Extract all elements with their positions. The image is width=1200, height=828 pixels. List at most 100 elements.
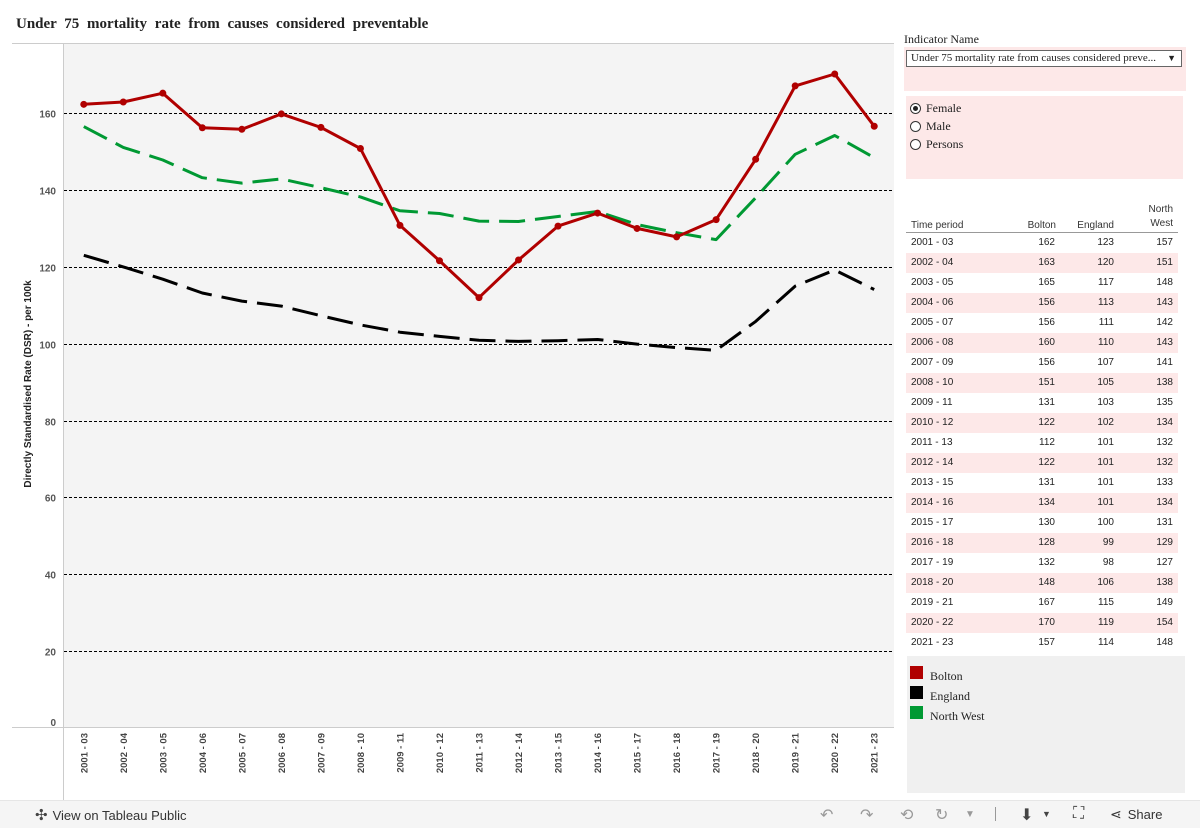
table-row: 2005 - 07 156 111 142 [906,313,1178,333]
redo-icon[interactable]: ↷ [860,807,874,824]
cell-england: 98 [1102,557,1114,568]
x-tick-label: 2007 - 09 [316,733,327,773]
radio-option-male[interactable]: Male [906,117,1183,135]
revert-icon[interactable]: ⟲ [900,807,914,824]
chevron-down-icon[interactable]: ▼ [965,809,975,820]
table-row: 2011 - 13 112 101 132 [906,433,1178,453]
cell-north-west: 149 [1156,597,1173,608]
cell-time-period: 2021 - 23 [911,637,954,648]
radio-button-icon[interactable] [910,120,921,132]
table-row: 2019 - 21 167 115 149 [906,593,1178,613]
x-tick-label: 2018 - 20 [751,733,762,773]
cell-north-west: 135 [1156,397,1173,408]
legend-item-bolton[interactable]: Bolton [910,661,963,684]
legend-label: England [930,689,970,703]
cell-north-west: 143 [1156,337,1173,348]
cell-north-west: 148 [1156,637,1173,648]
header-north-west-line1: North [1148,204,1173,215]
data-point-bolton [554,222,562,230]
cell-bolton: 131 [1038,397,1055,408]
data-point-bolton [317,123,325,131]
table-row: 2001 - 03 162 123 157 [906,233,1178,253]
x-tick-label: 2011 - 13 [475,733,486,773]
table-row: 2020 - 22 170 119 154 [906,613,1178,633]
download-icon[interactable]: ⬇ [1020,807,1034,824]
table-row: 2015 - 17 130 100 131 [906,513,1178,533]
cell-time-period: 2017 - 19 [911,557,954,568]
cell-england: 106 [1097,577,1114,588]
header-north-west: North West [1149,203,1173,231]
toolbar-divider [995,807,996,821]
table-body: 2001 - 03 162 123 157 2002 - 04 163 120 151 2003… [906,233,1178,653]
data-point-bolton [712,216,720,224]
cell-bolton: 148 [1038,577,1055,588]
data-point-bolton [594,209,602,217]
cell-time-period: 2018 - 20 [911,577,954,588]
y-axis-title: Directly Standardised Rate (DSR) - per 1… [23,280,34,488]
cell-england: 110 [1098,337,1114,348]
table-header: Time period Bolton England North West [906,204,1178,233]
fullscreen-icon[interactable]: ⛶ [1073,805,1085,822]
header-north-west-line2: West [1150,218,1173,229]
cell-bolton: 170 [1038,617,1055,628]
indicator-filter-panel: Under 75 mortality rate from causes cons… [904,47,1186,91]
data-point-bolton [238,125,246,133]
cell-north-west: 138 [1156,577,1173,588]
data-point-bolton [673,233,681,241]
table-row: 2008 - 10 151 105 138 [906,373,1178,393]
cell-north-west: 143 [1156,297,1173,308]
legend-label: North West [930,709,985,723]
cell-bolton: 156 [1038,317,1055,328]
view-on-tableau-link[interactable]: ✣ View on Tableau Public [35,806,187,824]
legend-item-england[interactable]: England [910,681,970,704]
share-button[interactable]: ⋖ Share [1110,806,1162,823]
table-row: 2004 - 06 156 113 143 [906,293,1178,313]
data-point-bolton [277,110,285,118]
radio-option-persons[interactable]: Persons [906,135,1183,153]
data-point-bolton [752,155,760,163]
cell-time-period: 2001 - 03 [911,237,954,248]
cell-bolton: 160 [1038,337,1055,348]
x-tick-label: 2015 - 17 [633,733,644,773]
table-row: 2017 - 19 132 98 127 [906,553,1178,573]
cell-north-west: 134 [1156,417,1173,428]
cell-england: 99 [1102,537,1114,548]
cell-bolton: 128 [1038,537,1055,548]
cell-england: 101 [1097,477,1114,488]
table-row: 2012 - 14 122 101 132 [906,453,1178,473]
x-tick-label: 2010 - 12 [435,733,446,773]
cell-england: 120 [1097,257,1114,268]
cell-england: 102 [1097,417,1114,428]
cell-england: 123 [1097,237,1114,248]
cell-north-west: 154 [1156,617,1173,628]
y-tick-label: 40 [45,571,57,582]
chevron-down-icon: ▼ [1167,53,1176,63]
data-point-bolton [475,294,483,302]
cell-time-period: 2005 - 07 [911,317,954,328]
cell-north-west: 127 [1156,557,1173,568]
table-row: 2009 - 11 131 103 135 [906,393,1178,413]
table-row: 2016 - 18 128 99 129 [906,533,1178,553]
sex-filter-panel: Female Male Persons [906,96,1183,179]
cell-time-period: 2009 - 11 [911,397,953,408]
table-row: 2002 - 04 163 120 151 [906,253,1178,273]
page-title: Under 75 mortality rate from causes cons… [16,16,429,32]
cell-north-west: 132 [1156,437,1173,448]
cell-north-west: 151 [1156,257,1173,268]
radio-option-female[interactable]: Female [906,99,1183,117]
refresh-icon[interactable]: ↻ [935,807,949,824]
undo-icon[interactable]: ↶ [820,807,834,824]
radio-button-icon[interactable] [910,102,921,114]
y-tick-label: 120 [39,264,56,275]
cell-england: 111 [1098,317,1114,328]
legend-item-north-west[interactable]: North West [910,701,984,724]
cell-north-west: 133 [1156,477,1173,488]
chevron-down-icon[interactable]: ▼ [1042,809,1051,819]
cell-england: 101 [1097,437,1114,448]
y-tick-label: 0 [50,718,56,729]
x-tick-label: 2003 - 05 [158,732,169,773]
radio-button-icon[interactable] [910,138,921,150]
cell-bolton: 132 [1038,557,1055,568]
cell-bolton: 122 [1038,457,1055,468]
indicator-dropdown[interactable]: Under 75 mortality rate from causes cons… [906,50,1182,67]
